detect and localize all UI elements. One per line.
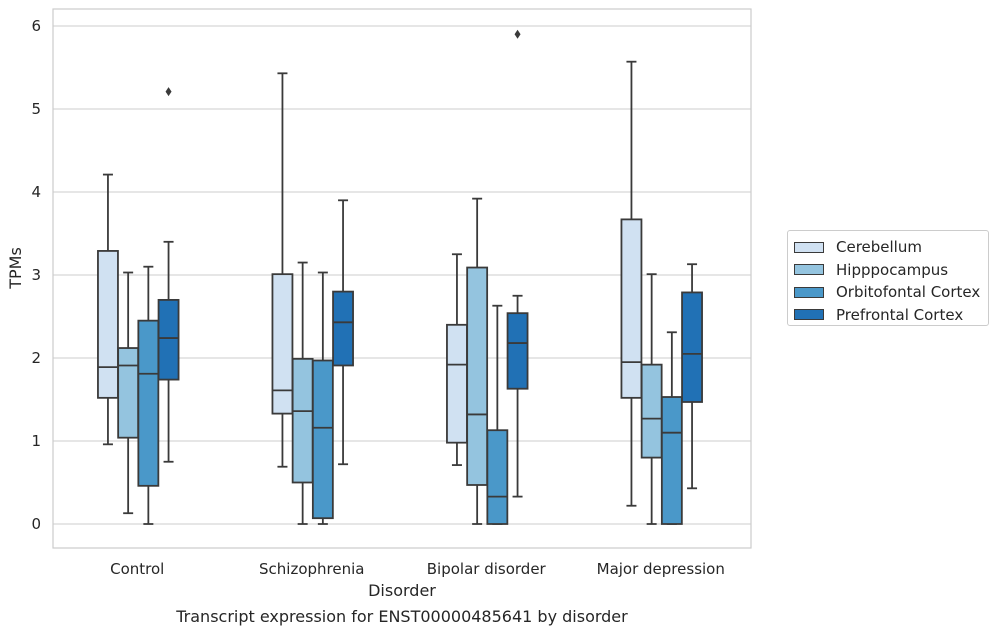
box-iqr (271, 273, 294, 415)
box (506, 29, 529, 498)
box (486, 304, 509, 525)
legend-label: Cerebellum (836, 238, 922, 257)
box-iqr (157, 298, 180, 381)
y-tick-label: 5 (31, 100, 41, 118)
outlier-point (514, 29, 521, 39)
y-axis-label: TPMs (6, 247, 25, 290)
box (117, 271, 140, 515)
y-tick-labels: 0 1 2 3 4 5 6 (31, 17, 41, 533)
x-tick-label: Bipolar disorder (427, 560, 547, 578)
x-tick-label: Major depression (597, 560, 725, 578)
legend-item: Prefrontal Cortex (794, 304, 988, 327)
chart-title: Transcript expression for ENST0000048564… (175, 607, 628, 626)
legend-label: Hipppocampus (836, 260, 949, 279)
y-tick-label: 6 (31, 17, 41, 35)
legend-swatch (794, 309, 824, 321)
x-tick-label: Schizophrenia (259, 560, 364, 578)
box-iqr (486, 429, 509, 525)
box (97, 173, 119, 446)
box-iqr (506, 312, 529, 390)
box (137, 265, 160, 525)
box-iqr (311, 359, 334, 520)
box-iqr (291, 357, 314, 484)
boxes (97, 29, 703, 525)
box (291, 261, 314, 525)
box (332, 199, 354, 466)
box-iqr (117, 347, 140, 439)
legend-item: Cerebellum (794, 236, 988, 259)
box-iqr (466, 266, 489, 486)
legend-label: Prefrontal Cortex (836, 305, 964, 324)
box-iqr (660, 396, 683, 525)
box (271, 72, 294, 468)
box (446, 253, 468, 466)
box-iqr (332, 290, 354, 367)
y-tick-label: 1 (31, 432, 41, 450)
box-iqr (640, 363, 663, 459)
box (466, 197, 489, 525)
box-iqr (681, 291, 703, 403)
box (640, 273, 663, 525)
legend-item: Orbitofontal Cortex (794, 281, 988, 304)
box (681, 263, 703, 490)
legend-swatch (794, 264, 824, 276)
y-tick-label: 4 (31, 183, 41, 201)
legend-swatch (794, 286, 824, 298)
legend-label: Orbitofontal Cortex (836, 283, 981, 302)
y-tick-label: 0 (31, 515, 41, 533)
outlier-point (165, 87, 172, 97)
box (311, 271, 334, 525)
box-iqr (446, 323, 468, 444)
box (157, 87, 180, 463)
box-iqr (97, 250, 119, 399)
box (660, 331, 683, 525)
box-iqr (137, 319, 160, 487)
y-tick-label: 3 (31, 266, 41, 284)
x-axis-label: Disorder (368, 581, 436, 600)
x-tick-label: Control (110, 560, 164, 578)
box-iqr (620, 218, 643, 399)
x-tick-labels: Control Schizophrenia Bipolar disorder Majo… (110, 560, 725, 578)
legend-item: Hipppocampus (794, 259, 988, 282)
box (620, 60, 643, 507)
y-tick-label: 2 (31, 349, 41, 367)
plot-frame (52, 8, 752, 549)
legend-swatch (794, 241, 824, 253)
legend: Cerebellum Hipppocampus Orbitofontal Corte… (787, 230, 989, 326)
